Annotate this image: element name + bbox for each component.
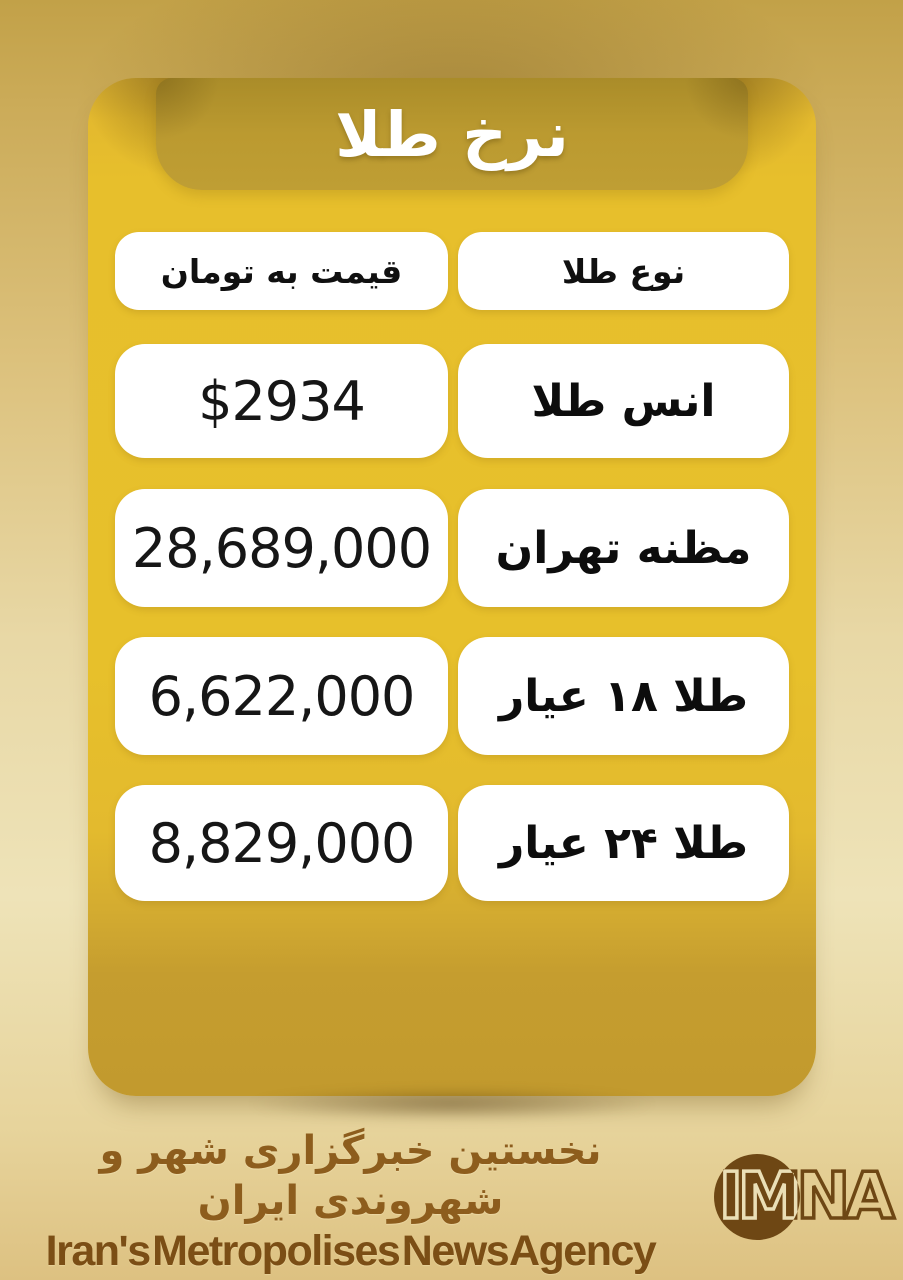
- price-value: 8,829,000: [148, 811, 416, 875]
- header-type-cell: نوع طلا: [458, 232, 789, 310]
- table-row: $2934 انس طلا: [88, 344, 816, 458]
- imna-logo: IMNA IMNA: [714, 1154, 902, 1240]
- logo-wordmark-inner: IMNA: [719, 1160, 895, 1234]
- type-label: طلا ۱۸ عیار: [498, 670, 749, 722]
- price-cell: 8,829,000: [115, 785, 448, 901]
- type-cell: انس طلا: [458, 344, 789, 458]
- page-title: نرخ طلا: [335, 97, 569, 171]
- type-cell: طلا ۲۴ عیار: [458, 785, 789, 901]
- table-header-row: قیمت به تومان نوع طلا: [88, 232, 816, 310]
- table-row: 28,689,000 مظنه تهران: [88, 489, 816, 607]
- type-label: مظنه تهران: [495, 522, 752, 574]
- header-type-label: نوع طلا: [561, 251, 686, 291]
- price-value: $2934: [198, 369, 366, 433]
- table-row: 8,829,000 طلا ۲۴ عیار: [88, 785, 816, 901]
- card-drop-shadow: [166, 1086, 737, 1132]
- price-value: 28,689,000: [131, 516, 432, 580]
- type-label: انس طلا: [531, 375, 716, 427]
- price-card: نرخ طلا قیمت به تومان نوع طلا $2934 انس …: [88, 78, 816, 1096]
- header-price-label: قیمت به تومان: [160, 251, 403, 291]
- type-cell: طلا ۱۸ عیار: [458, 637, 789, 755]
- price-value: 6,622,000: [148, 664, 416, 728]
- price-cell: $2934: [115, 344, 448, 458]
- agency-name-en: Iran's Metropolises News Agency: [45, 1227, 657, 1275]
- footer: نخستین خبرگزاری شهر و شهروندی ایران Iran…: [0, 1128, 903, 1275]
- price-cell: 28,689,000: [115, 489, 448, 607]
- type-cell: مظنه تهران: [458, 489, 789, 607]
- agency-name-block: نخستین خبرگزاری شهر و شهروندی ایران Iran…: [0, 1126, 701, 1276]
- title-banner: نرخ طلا: [156, 78, 748, 190]
- table-row: 6,622,000 طلا ۱۸ عیار: [88, 637, 816, 755]
- agency-name-fa: نخستین خبرگزاری شهر و شهروندی ایران: [99, 1128, 602, 1224]
- price-cell: 6,622,000: [115, 637, 448, 755]
- header-price-cell: قیمت به تومان: [115, 232, 448, 310]
- logo-circle: [714, 1154, 800, 1240]
- type-label: طلا ۲۴ عیار: [498, 817, 749, 869]
